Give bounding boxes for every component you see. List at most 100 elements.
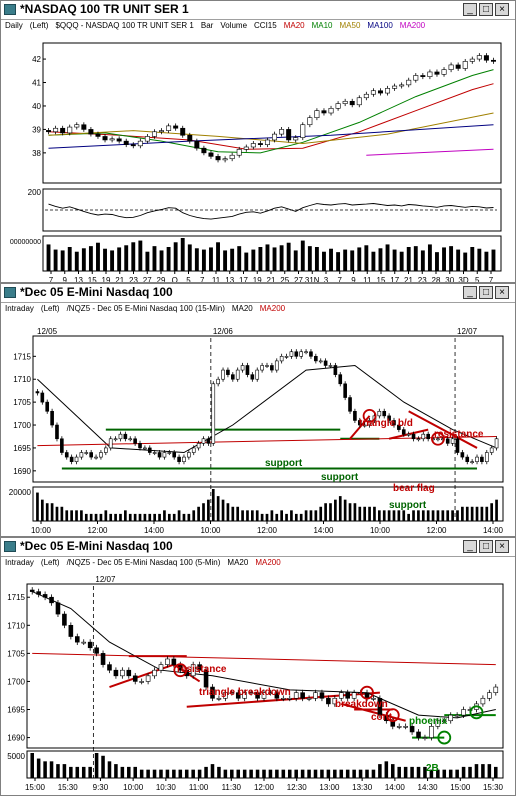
candle <box>309 351 313 357</box>
volume-bar <box>46 244 51 271</box>
volume-bar <box>84 513 88 521</box>
volume-bar <box>159 769 163 778</box>
price-panel-frame <box>42 42 502 184</box>
candle <box>102 136 108 141</box>
volume-bar <box>60 250 65 271</box>
symbol-label: /NQZ5 - Dec 05 E-Mini Nasdaq 100 (5-Min) <box>66 558 221 567</box>
candle <box>230 374 235 380</box>
candle <box>157 452 162 458</box>
volume-bar <box>494 766 498 778</box>
candle <box>226 369 230 375</box>
candle <box>242 692 247 699</box>
x-tick-label: 15:30 <box>483 783 504 792</box>
volume-bar <box>480 506 484 521</box>
volume-bar <box>178 769 183 778</box>
study-label: MA200 <box>259 304 286 313</box>
maximize-button[interactable]: □ <box>479 540 493 553</box>
pattern-marker-circle <box>362 408 377 423</box>
candle <box>274 692 280 699</box>
volume-bar <box>194 248 199 271</box>
close-button[interactable]: × <box>495 540 509 553</box>
y-tick-label: 40 <box>32 102 41 111</box>
x-tick-label: 14:00 <box>313 526 334 535</box>
volume-bar <box>110 250 115 271</box>
candle <box>304 351 308 354</box>
study-label: CCI15 <box>254 21 277 30</box>
y-tick-label: 1695 <box>7 706 25 715</box>
candle <box>333 365 338 375</box>
x-tick-label: 29 <box>157 276 166 283</box>
volume-bar <box>80 510 83 521</box>
intraday-5min-chart[interactable]: 1715 1710 1705 1700 1695 1690 12/07 5000 15:00 15… <box>1 568 515 796</box>
volume-bar <box>326 769 331 778</box>
window-title: *Dec 05 E-Mini Nasdaq 100 <box>20 285 173 299</box>
candle <box>335 103 341 109</box>
volume-bar <box>382 510 386 521</box>
volume-scale-label: 5000 <box>7 752 25 761</box>
candle <box>64 452 69 458</box>
candle <box>326 697 331 705</box>
volume-bar <box>441 510 445 521</box>
candle <box>94 456 98 459</box>
candle <box>191 447 196 453</box>
candle <box>113 438 118 441</box>
candle <box>130 144 136 147</box>
y-tick-label: 1690 <box>7 734 25 743</box>
study-label: MA10 <box>311 21 333 30</box>
candle <box>235 369 240 380</box>
candle <box>319 692 325 699</box>
volume-bar <box>365 769 369 778</box>
close-button[interactable]: × <box>495 3 509 16</box>
volume-bar <box>191 769 195 778</box>
candle <box>455 64 461 69</box>
window-titlebar[interactable]: *NASDAQ 100 TR UNIT SER 1 _ □ × <box>1 1 515 20</box>
window-titlebar[interactable]: *Dec 05 E-Mini Nasdaq 100 _ □ × <box>1 538 515 557</box>
candle <box>99 452 103 458</box>
volume-bar <box>456 249 461 271</box>
volume-bar <box>287 769 292 778</box>
candle <box>158 664 164 671</box>
volume-bar <box>384 761 389 778</box>
candle <box>462 61 468 69</box>
moving-average-line-ma200 <box>366 148 494 156</box>
candle <box>387 415 391 421</box>
volume-bar <box>43 761 47 778</box>
volume-bar <box>133 513 137 521</box>
candle <box>274 360 279 371</box>
minimize-button[interactable]: _ <box>463 286 477 299</box>
volume-bar <box>182 513 186 521</box>
maximize-button[interactable]: □ <box>479 286 493 299</box>
x-tick-label: 10:00 <box>370 526 391 535</box>
window-titlebar[interactable]: *Dec 05 E-Mini Nasdaq 100 _ □ × <box>1 284 515 303</box>
daily-chart-window: *NASDAQ 100 TR UNIT SER 1 _ □ × Daily (Le… <box>0 0 516 283</box>
pattern-marker-circle <box>431 431 445 446</box>
volume-bar <box>285 513 288 521</box>
candle <box>396 726 402 728</box>
candle <box>279 356 284 362</box>
candle <box>172 452 177 458</box>
cci-line <box>48 203 494 220</box>
candle <box>448 64 454 70</box>
volume-bar <box>268 769 273 778</box>
candle <box>413 75 419 81</box>
volume-bar <box>172 769 176 778</box>
candle <box>36 591 41 595</box>
minimize-button[interactable]: _ <box>463 3 477 16</box>
symbol-label: /NQZ5 - Dec 05 E-Mini Nasdaq 100 (15-Min… <box>66 304 225 313</box>
annotation-label: resistance <box>434 429 484 440</box>
close-button[interactable]: × <box>495 286 509 299</box>
x-tick-label: 14:30 <box>418 783 439 792</box>
minimize-button[interactable]: _ <box>463 540 477 553</box>
volume-bar <box>300 240 305 271</box>
volume-bar <box>128 513 132 521</box>
candle <box>377 410 382 417</box>
x-tick-label: 17 <box>390 276 399 283</box>
volume-bar <box>217 766 221 778</box>
maximize-button[interactable]: □ <box>479 3 493 16</box>
intraday-15min-chart[interactable]: 1715 1710 1705 1700 1695 1690 12/05 12/06 12/07 2… <box>1 314 515 537</box>
volume-bar <box>152 246 157 271</box>
y-tick-label: 1710 <box>13 375 31 384</box>
candle <box>264 139 270 145</box>
candle <box>55 602 61 615</box>
